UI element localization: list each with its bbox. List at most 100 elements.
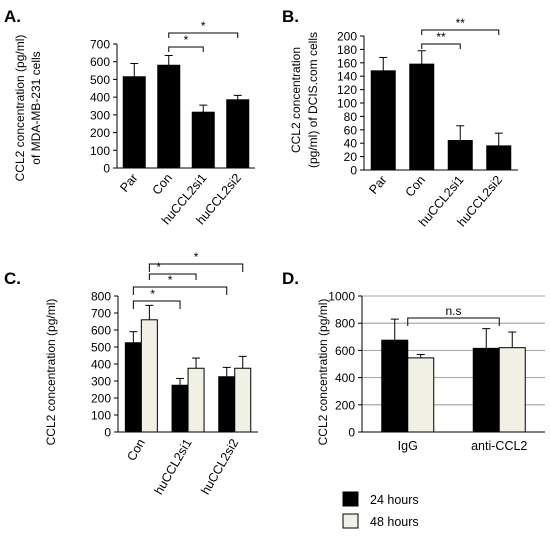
y-tick-label: 300 [91,375,111,389]
y-tick-label: 600 [335,344,355,358]
y-axis-label: CCL2 concentration (pg/ml) [316,299,330,446]
x-category-label: Par [366,173,389,197]
significance-bracket [407,317,500,326]
significance-bracket [421,43,461,49]
y-tick-label: 100 [90,144,110,158]
x-category-label: Con [403,173,428,200]
significance-label: * [184,33,189,47]
bar [140,319,158,433]
bar [191,111,215,169]
panel-label-a: A. [4,7,21,26]
y-axis-label: CCL2 concentration (pg/ml) [44,299,58,446]
y-tick-label: 0 [104,426,111,440]
significance-bracket [168,46,204,52]
bar [122,76,146,169]
y-tick-label: 120 [337,83,357,97]
y-axis-label: (pg/ml) of DCIS.com cells [306,32,320,168]
significance-label: ** [456,16,466,30]
y-tick-label: 140 [337,70,357,84]
bar [407,357,435,433]
y-tick-label: 500 [90,73,110,87]
bar [234,367,252,433]
legend-label: 24 hours [370,493,419,507]
bar [498,347,526,433]
bar [486,145,512,171]
x-category-label: huCCL2si1 [152,436,195,497]
significance-label: n.s [445,304,461,318]
y-tick-label: 700 [91,307,111,321]
bar [157,64,181,169]
y-tick-label: 100 [91,409,111,423]
chart-panel-3: 0 100 200 300 400 500 600 700 800 CCL2 concentrat… [44,250,258,497]
y-tick-label: 1000 [328,290,355,304]
x-category-label: huCCL2si2 [198,436,241,497]
y-tick-label: 60 [344,123,358,137]
x-category-label: Par [117,171,140,195]
y-tick-label: 100 [337,97,357,111]
y-tick-label: 500 [91,341,111,355]
significance-bracket [148,263,244,272]
y-tick-label: 180 [337,43,357,57]
y-tick-label: 600 [91,324,111,338]
y-tick-label: 40 [344,137,358,151]
y-tick-label: 800 [335,317,355,331]
legend: 24 hours 48 hours [342,491,419,529]
y-tick-label: 200 [91,392,111,406]
y-tick-label: 160 [337,56,357,70]
x-category-label: anti-CCL2 [471,439,527,453]
significance-label: * [194,250,199,264]
significance-bracket [148,273,197,280]
panel-label-b: B. [282,7,299,26]
y-tick-label: 700 [90,38,110,52]
y-tick-label: 400 [91,358,111,372]
bar [370,70,396,171]
y-axis-label: of MDA-MB-231 cells [29,51,43,164]
panel-label-d: D. [282,269,299,288]
bar [187,367,205,433]
y-tick-label: 80 [344,110,358,124]
y-tick-label: 800 [91,290,111,304]
y-axis-label: CCL2 concentration [289,47,303,153]
significance-bracket [421,29,500,35]
bar [226,99,250,169]
significance-label: * [156,260,161,274]
y-tick-label: 0 [348,426,355,440]
y-tick-label: 600 [90,55,110,69]
y-tick-label: 200 [335,398,355,412]
x-category-label: IgG [398,439,418,453]
y-tick-label: 0 [350,164,357,178]
y-tick-label: 400 [335,371,355,385]
bar [171,384,189,433]
significance-bracket [168,32,239,38]
y-tick-label: 400 [90,91,110,105]
bar [124,342,142,433]
y-tick-label: 0 [103,162,110,176]
significance-bracket [132,300,181,309]
y-tick-label: 200 [337,30,357,44]
y-tick-label: 20 [344,150,358,164]
significance-label: * [201,19,206,33]
bar [447,140,473,171]
significance-label: ** [436,30,446,44]
significance-bracket [132,286,228,295]
bar [381,339,409,433]
legend-swatch [342,513,359,529]
panel-label-c: C. [4,269,21,288]
legend-label: 48 hours [370,515,419,529]
bar [409,63,435,171]
y-axis-label: CCL2 concentration (pg/ml) [13,35,27,182]
legend-swatch [342,491,359,507]
significance-label: * [150,287,155,301]
x-category-label: Con [124,436,148,463]
y-tick-label: 200 [90,126,110,140]
significance-label: * [168,273,173,287]
chart-panel-1: 0 100 200 300 400 500 600 700 CCL2 concentration… [13,19,255,227]
y-tick-label: 300 [90,108,110,122]
bar [218,376,236,433]
bar [472,347,500,433]
x-category-label: Con [150,171,175,198]
